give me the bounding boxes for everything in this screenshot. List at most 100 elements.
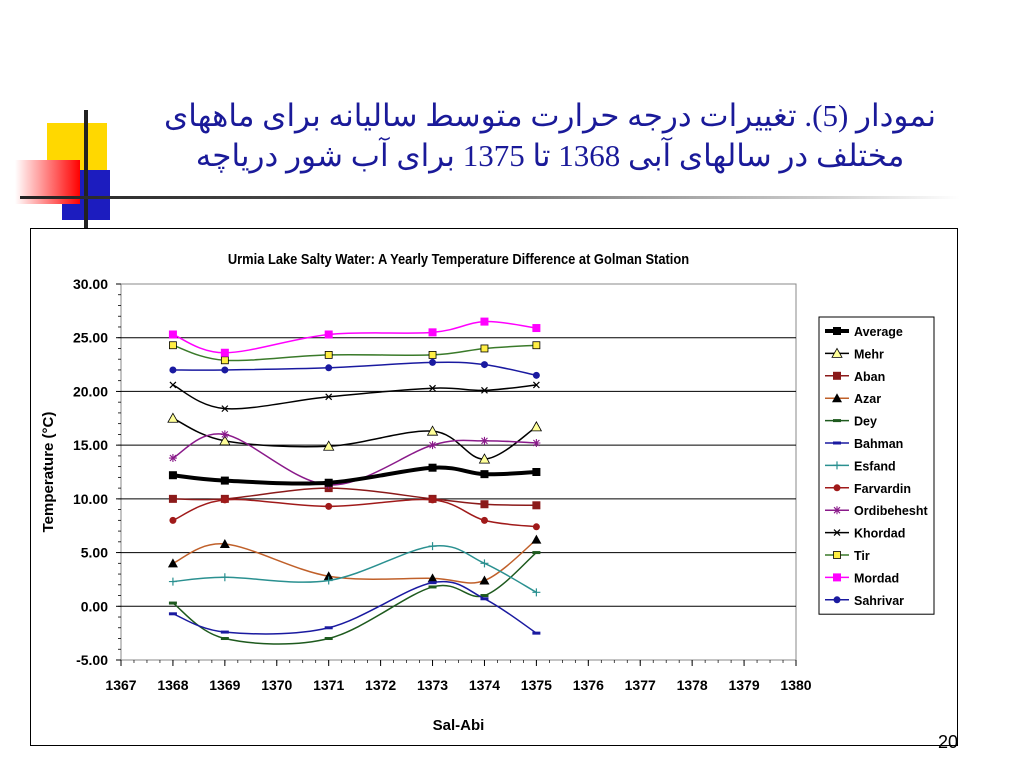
data-point-sahrivar: [221, 366, 229, 374]
page-number: 20: [938, 732, 959, 752]
data-point-sahrivar: [429, 358, 437, 366]
data-point-farvardin: [169, 516, 177, 524]
data-point-esfand: [220, 573, 229, 582]
legend-marker-sahrivar: [833, 596, 841, 604]
data-point-farvardin: [221, 496, 229, 504]
data-point-bahman: [168, 612, 177, 616]
data-point-ordibehesht: [220, 430, 229, 439]
data-point-average: [480, 470, 489, 479]
data-point-tir: [220, 356, 229, 365]
plot-area: [120, 283, 797, 661]
legend-marker-farvardin: [833, 484, 841, 492]
legend-label-mordad: Mordad: [854, 571, 899, 585]
x-tick-label: 1379: [728, 677, 759, 693]
x-tick-label: 1370: [261, 677, 292, 693]
legend-marker-khordad: [833, 529, 841, 537]
y-tick-label: 30.00: [73, 276, 108, 292]
legend-marker-mehr: [831, 347, 843, 358]
data-point-dey: [480, 594, 489, 598]
data-point-sahrivar: [169, 366, 177, 374]
data-point-mordad: [168, 330, 177, 339]
data-point-dey: [532, 551, 541, 555]
data-point-mehr: [323, 440, 335, 451]
data-point-bahman: [532, 631, 541, 635]
data-point-azar: [531, 534, 542, 544]
legend-label-average: Average: [854, 325, 903, 339]
slide-title: نمودار (5). تغییرات درجه حرارت متوسط سال…: [140, 96, 960, 176]
legend-label-sahrivar: Sahrivar: [854, 594, 904, 608]
data-point-mordad: [480, 317, 489, 326]
legend-label-azar: Azar: [854, 392, 881, 406]
x-tick-label: 1380: [780, 677, 811, 693]
data-point-mehr: [426, 425, 439, 436]
data-point-tir: [428, 351, 437, 359]
x-tick-label: 1374: [469, 677, 500, 693]
y-tick-label: 25.00: [73, 330, 108, 346]
y-tick-label: 0.00: [81, 598, 108, 614]
data-point-dey: [324, 637, 333, 641]
x-tick-label: 1367: [105, 677, 136, 693]
data-point-bahman: [220, 630, 229, 634]
y-axis-label: Temperature (°C): [40, 412, 57, 533]
x-tick-label: 1373: [417, 677, 448, 693]
data-point-ordibehesht: [532, 438, 541, 447]
data-point-average: [324, 478, 333, 487]
data-point-mehr: [530, 421, 543, 432]
data-point-khordad: [169, 381, 177, 389]
data-point-farvardin: [480, 516, 488, 524]
data-point-aban: [532, 501, 541, 510]
data-point-aban: [480, 500, 489, 509]
data-point-average: [220, 476, 229, 485]
x-tick-label: 1369: [209, 677, 240, 693]
data-point-azar: [427, 573, 438, 583]
data-point-esfand: [168, 577, 177, 586]
data-point-mordad: [220, 348, 229, 357]
data-point-farvardin: [532, 523, 540, 531]
data-point-esfand: [532, 588, 541, 597]
slide-title-line-1: نمودار (5). تغییرات درجه حرارت متوسط سال…: [164, 98, 936, 133]
legend-marker-azar: [832, 393, 842, 403]
legend-label-khordad: Khordad: [854, 527, 905, 541]
data-point-mordad: [324, 330, 333, 339]
legend-label-dey: Dey: [854, 415, 877, 429]
data-point-sahrivar: [480, 361, 488, 369]
data-point-dey: [168, 601, 177, 605]
legend-label-esfand: Esfand: [854, 459, 896, 473]
data-point-esfand: [324, 576, 333, 585]
legend-label-ordibehesht: Ordibehesht: [854, 504, 928, 518]
line-chart: Urmia Lake Salty Water: A Yearly Tempera…: [40, 250, 935, 734]
data-point-dey: [428, 585, 437, 589]
data-point-mehr: [167, 412, 179, 423]
data-point-esfand: [428, 542, 437, 551]
y-tick-label: 5.00: [81, 545, 108, 561]
legend-marker-bahman: [833, 441, 841, 445]
x-tick-label: 1372: [365, 677, 396, 693]
data-point-khordad: [481, 386, 488, 394]
y-tick-label: 10.00: [73, 491, 108, 507]
data-point-khordad: [429, 384, 436, 392]
x-tick-label: 1368: [157, 677, 188, 693]
x-tick-label: 1376: [573, 677, 604, 693]
x-tick-label: 1378: [677, 677, 708, 693]
legend-label-aban: Aban: [854, 370, 885, 384]
data-point-khordad: [325, 393, 333, 401]
x-tick-label: 1377: [625, 677, 656, 693]
legend-marker-average: [833, 327, 841, 335]
legend-label-tir: Tir: [854, 549, 870, 563]
legend-label-bahman: Bahman: [854, 437, 903, 451]
legend-marker-ordibehesht: [833, 506, 841, 515]
legend-label-mehr: Mehr: [854, 347, 884, 361]
legend-marker-aban: [833, 371, 841, 380]
data-point-aban: [168, 494, 177, 503]
data-point-average: [428, 463, 437, 472]
x-axis-label: Sal-Abi: [433, 717, 485, 734]
data-point-farvardin: [325, 502, 333, 510]
data-point-bahman: [324, 626, 333, 630]
y-tick-label: 20.00: [73, 383, 108, 399]
x-tick-label: 1371: [313, 677, 344, 693]
data-point-ordibehesht: [428, 441, 437, 450]
data-point-tir: [324, 351, 333, 359]
deco-vertical-bar: [84, 110, 88, 228]
legend-label-farvardin: Farvardin: [854, 482, 911, 496]
y-tick-label: -5.00: [76, 652, 108, 668]
